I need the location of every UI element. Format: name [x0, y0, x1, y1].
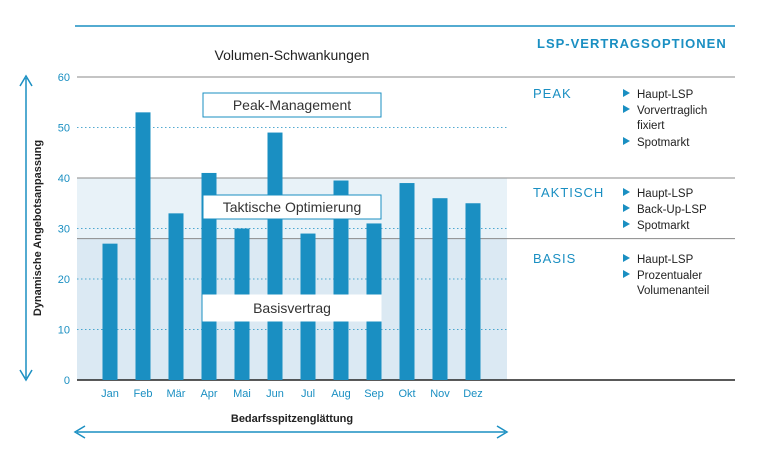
bullet-arrow-icon	[623, 89, 630, 97]
tier-item: Spotmarkt	[637, 220, 690, 232]
x-tick-Jun: Jun	[266, 388, 284, 400]
x-tick-Nov: Nov	[430, 388, 450, 400]
bar-Mär	[168, 213, 184, 380]
band-label-box-1	[202, 194, 382, 220]
x-tick-Jul: Jul	[301, 388, 315, 400]
y-tick-40: 40	[58, 173, 70, 185]
tier-peak: PEAK	[533, 86, 572, 101]
bullet-arrow-icon	[623, 137, 630, 145]
band-label-box-0	[202, 92, 382, 118]
bar-Okt	[399, 183, 415, 380]
tier-item: Haupt-LSP	[637, 254, 694, 266]
y-tick-20: 20	[58, 274, 70, 286]
y-tick-50: 50	[58, 123, 70, 135]
band-label-1: Taktische Optimierung	[223, 199, 362, 215]
bar-Aug	[333, 180, 349, 380]
x-tick-Mär: Mär	[167, 388, 186, 400]
x-tick-Mai: Mai	[233, 388, 251, 400]
bullet-arrow-icon	[623, 220, 630, 228]
y-axis-arrow	[19, 74, 33, 382]
bullet-arrow-icon	[623, 188, 630, 196]
bullet-arrow-icon	[623, 204, 630, 212]
tier-item: Spotmarkt	[637, 137, 690, 149]
tier-taktisch: TAKTISCH	[533, 185, 604, 200]
band-label-0: Peak-Management	[233, 97, 351, 113]
y-tick-60: 60	[58, 72, 70, 84]
tier-item: Vorvertraglich fixiert	[637, 105, 707, 132]
bullet-arrow-icon	[623, 105, 630, 113]
x-tick-Aug: Aug	[331, 388, 351, 400]
y-tick-10: 10	[58, 325, 70, 337]
bar-Jun	[267, 132, 283, 380]
bar-Feb	[135, 112, 151, 380]
bar-Nov	[432, 198, 448, 380]
bullet-arrow-icon	[623, 270, 630, 278]
y-tick-0: 0	[64, 375, 70, 387]
bars	[102, 112, 481, 380]
bar-Jan	[102, 243, 118, 380]
tier-basis: BASIS	[533, 251, 576, 266]
bullet-arrow-icon	[623, 254, 630, 262]
y-tick-labels: 0 10 20 30 40 50 60	[58, 72, 70, 387]
band-labels: Peak-Management Taktische Optimierung Basi…	[202, 92, 382, 322]
options-panel: PEAK Haupt-LSP Vorvertraglich fixiert Spotma…	[533, 86, 709, 297]
band-label-box-2	[202, 294, 382, 322]
x-tick-Feb: Feb	[134, 388, 153, 400]
tier-item: Haupt-LSP	[637, 188, 694, 200]
band-label-2: Basisvertrag	[253, 300, 331, 316]
y-axis-label: Dynamische Angebotsanpassung	[32, 140, 44, 316]
x-tick-Sep: Sep	[364, 388, 384, 400]
x-axis-arrow	[73, 425, 509, 439]
y-tick-30: 30	[58, 224, 70, 236]
tier-item: Prozentualer Volumenanteil	[637, 270, 709, 297]
chart-title: Volumen-Schwankungen	[215, 47, 370, 63]
bar-Apr	[201, 172, 217, 380]
x-tick-Jan: Jan	[101, 388, 119, 400]
x-tick-Dez: Dez	[463, 388, 483, 400]
x-axis-label: Bedarfsspitzenglättung	[231, 413, 353, 425]
x-tick-Okt: Okt	[398, 388, 415, 400]
tier-item: Haupt-LSP	[637, 89, 694, 101]
x-tick-labels: Jan Feb Mär Apr Mai Jun Jul Aug Sep Okt Nov Dez	[101, 388, 483, 400]
tier-item: Back-Up-LSP	[637, 204, 707, 216]
x-tick-Apr: Apr	[200, 388, 217, 400]
bar-Dez	[465, 203, 481, 380]
options-title: LSP-VERTRAGSOPTIONEN	[537, 36, 727, 51]
